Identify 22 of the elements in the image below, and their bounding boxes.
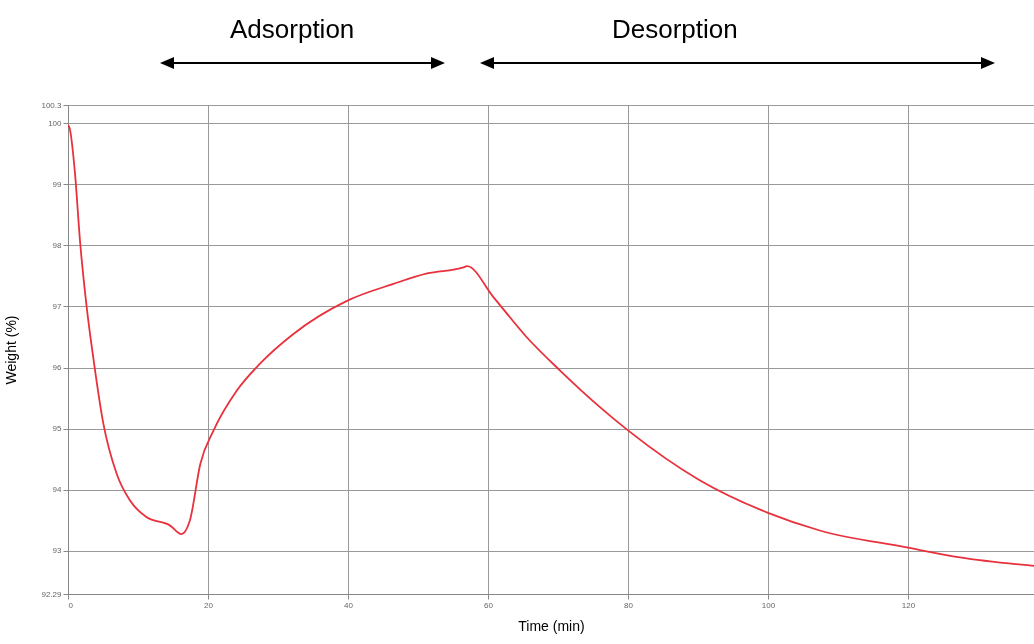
y-tick-label: 97 xyxy=(52,301,63,311)
x-tick-label: 0 xyxy=(68,600,74,610)
x-axis-title: Time (min) xyxy=(518,617,585,634)
text: Desorption xyxy=(612,14,738,45)
y-tick-label: 98 xyxy=(52,240,63,250)
y-tick-label: 96 xyxy=(52,363,63,373)
x-tick-label: 120 xyxy=(901,600,916,610)
x-tick-label: 20 xyxy=(204,600,214,610)
line-series xyxy=(68,124,1034,567)
y-tick-label: 100 xyxy=(48,118,63,128)
y-tick-label: 93 xyxy=(52,546,63,556)
y-tick-label: 94 xyxy=(52,485,63,495)
y-tick-label: 100.3 xyxy=(41,100,63,110)
y-tick-label: 95 xyxy=(52,424,63,434)
x-tick-label: 40 xyxy=(344,600,354,610)
y-axis-title: Weight (%) xyxy=(3,315,20,385)
x-tick-label: 80 xyxy=(624,600,634,610)
text: Adsorption xyxy=(230,14,355,45)
x-tick-label: 100 xyxy=(761,600,776,610)
x-tick-label: 60 xyxy=(484,600,494,610)
y-tick-label: 99 xyxy=(52,179,63,189)
y-tick-label: 92.29 xyxy=(41,589,63,599)
